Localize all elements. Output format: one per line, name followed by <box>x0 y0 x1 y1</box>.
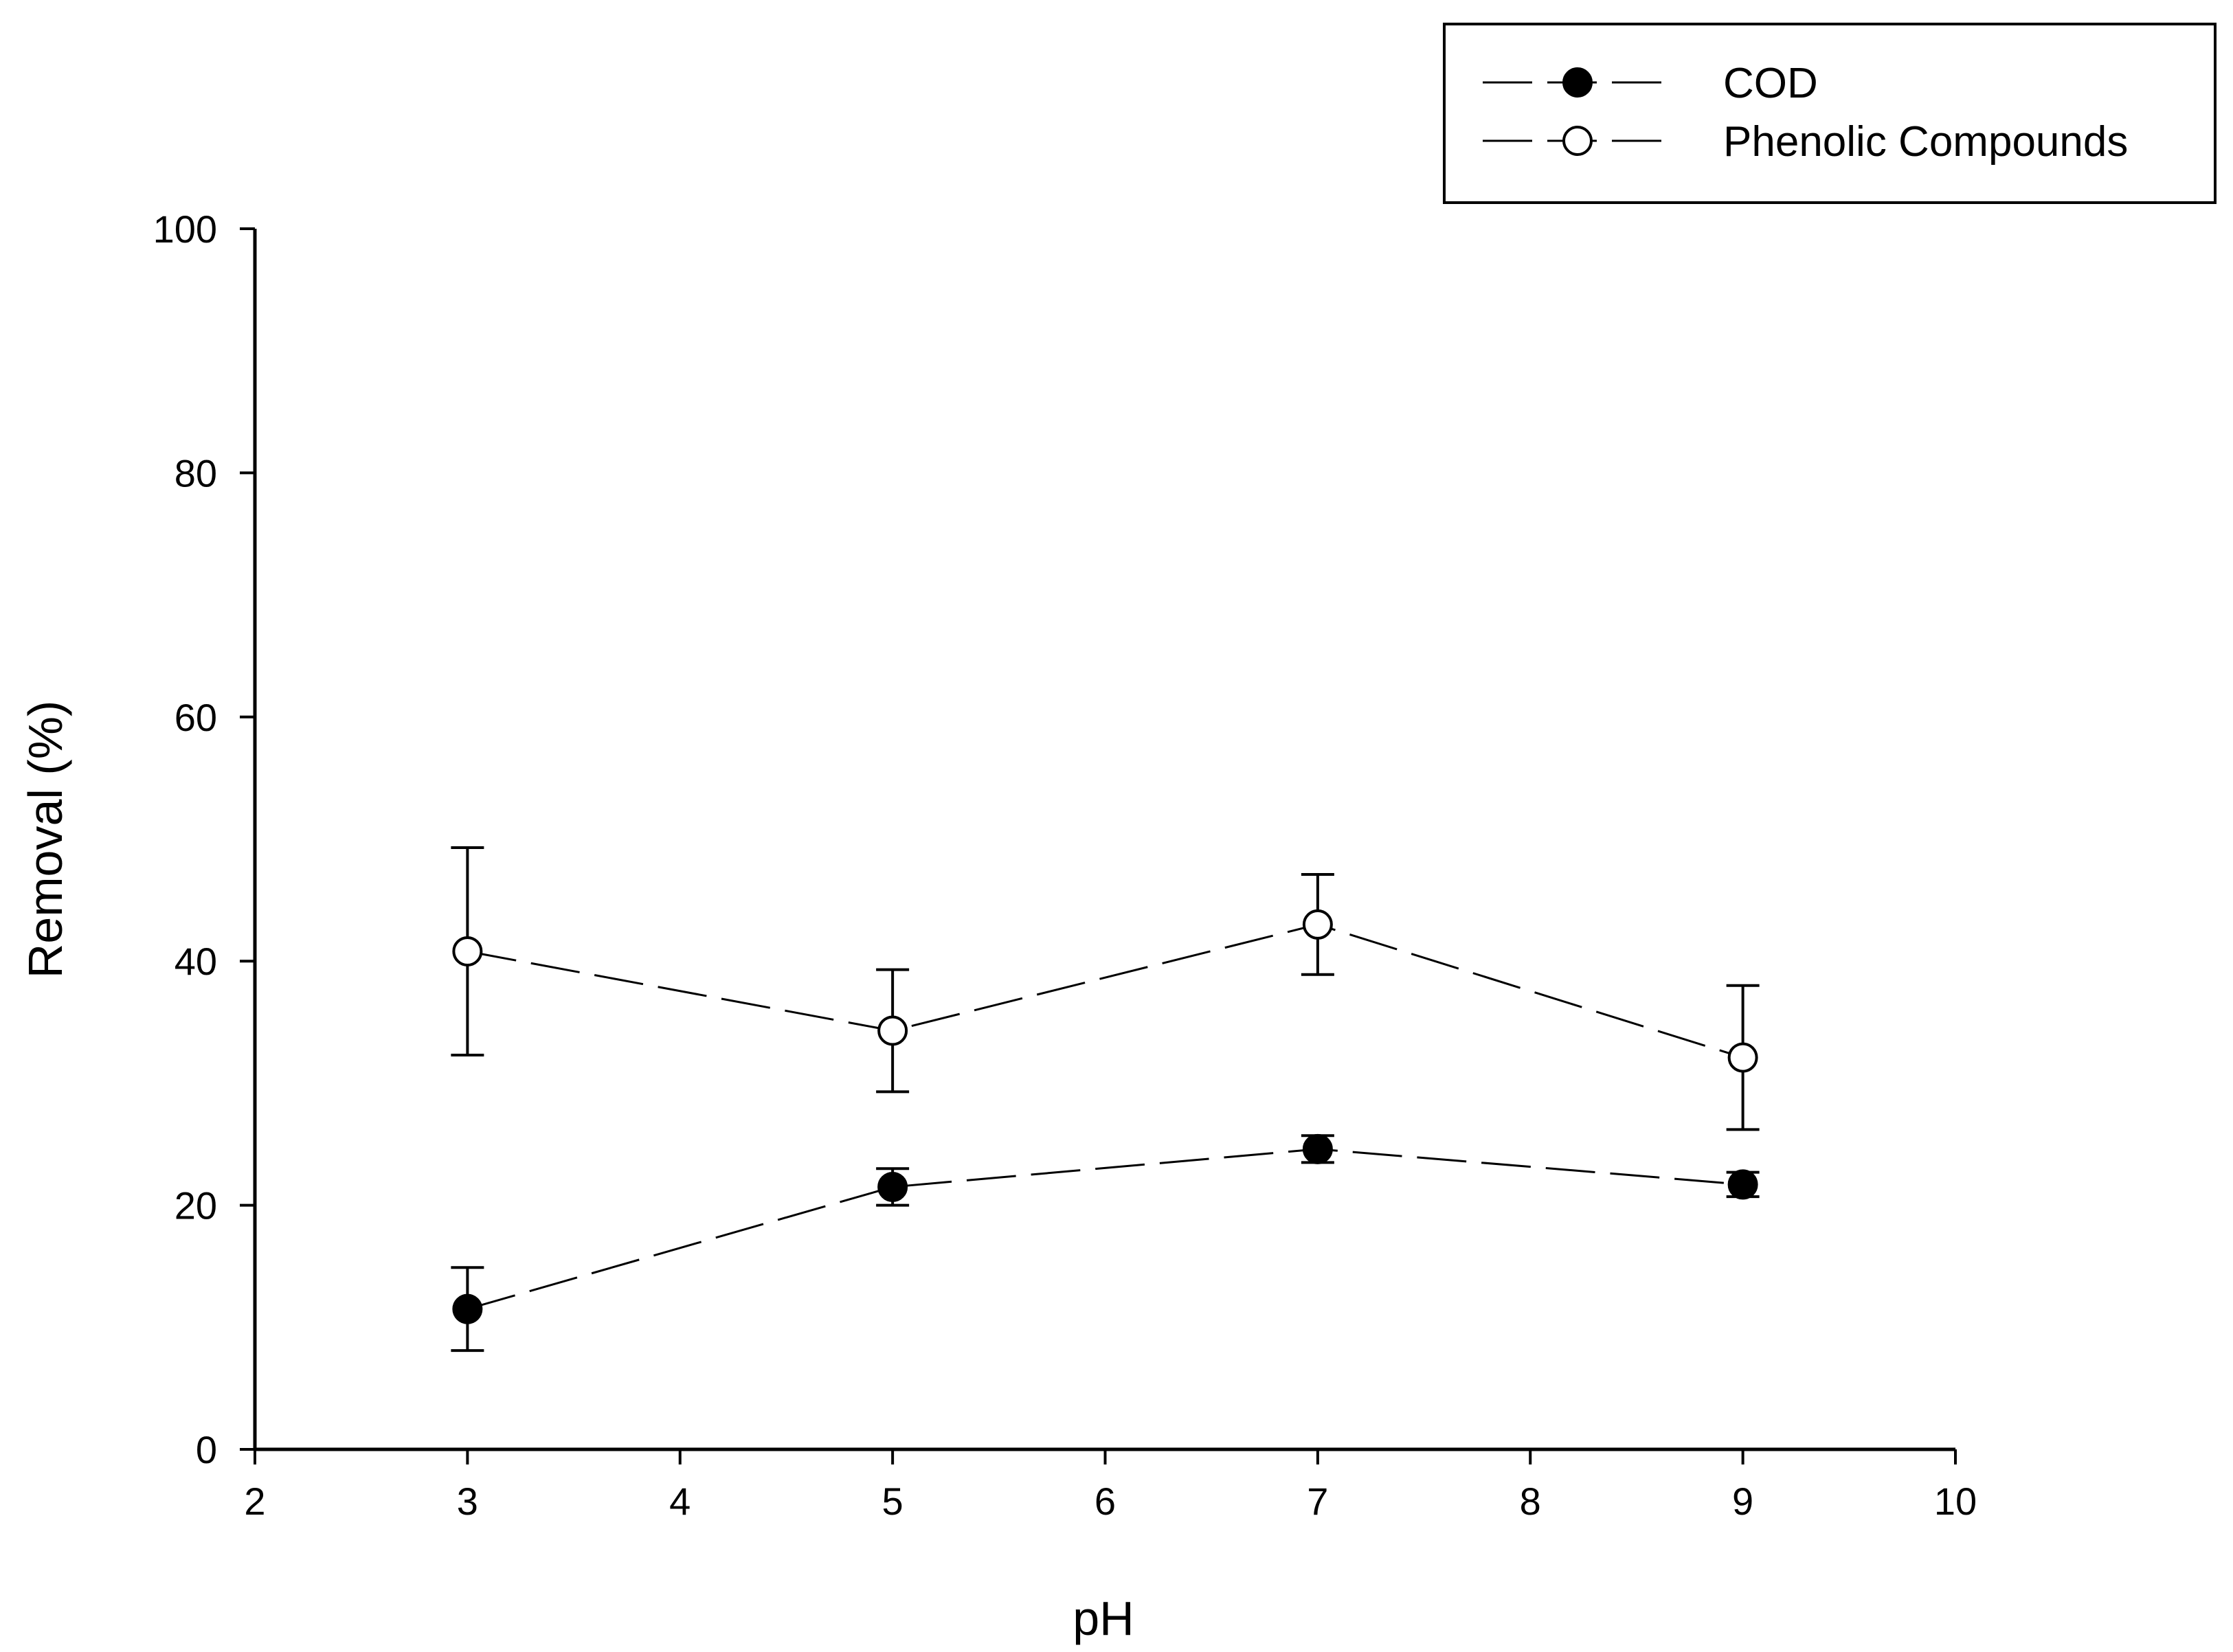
x-tick-label: 5 <box>882 1480 904 1523</box>
legend-label-phenolic-compounds: Phenolic Compounds <box>1723 118 2128 166</box>
series-lines <box>467 923 1744 1311</box>
data-point-cod <box>452 1293 483 1324</box>
legend-entry-phenolic-compounds: Phenolic Compounds <box>1483 118 2128 166</box>
y-tick-label: 100 <box>153 207 217 251</box>
y-tick-label: 80 <box>175 451 217 495</box>
x-tick-label: 10 <box>1934 1480 1977 1523</box>
y-tick-label: 20 <box>175 1184 217 1227</box>
x-tick-label: 2 <box>244 1480 265 1523</box>
data-point-cod <box>1727 1169 1758 1200</box>
x-tick-label: 8 <box>1520 1480 1541 1523</box>
x-tick-label: 4 <box>669 1480 691 1523</box>
data-point-phenolic-compounds <box>452 936 483 966</box>
data-point-phenolic-compounds <box>1302 909 1333 940</box>
x-tick-label: 7 <box>1307 1480 1328 1523</box>
legend-box <box>1443 23 2217 204</box>
series-line-cod <box>467 1148 1743 1311</box>
legend-entry-cod: COD <box>1483 60 1818 107</box>
data-point-phenolic-compounds <box>1727 1042 1758 1073</box>
x-axis-title: pH <box>1073 1592 1134 1645</box>
x-tick-label: 9 <box>1732 1480 1753 1523</box>
error-bars <box>451 846 1760 1353</box>
data-point-cod <box>1302 1133 1333 1164</box>
markers <box>452 909 1758 1324</box>
data-point-cod <box>877 1171 908 1202</box>
data-point-phenolic-compounds <box>877 1015 908 1046</box>
axes <box>253 229 1955 1451</box>
x-tick-label: 6 <box>1095 1480 1116 1523</box>
y-axis-title: Removal (%) <box>19 701 72 979</box>
series-line-phenolic-compounds <box>467 923 1744 1059</box>
y-tick-label: 60 <box>175 696 217 739</box>
legend-marker-cod <box>1562 67 1593 98</box>
y-tick-label: 0 <box>196 1428 217 1471</box>
x-tick-label: 3 <box>457 1480 478 1523</box>
legend-label-cod: COD <box>1723 60 1818 107</box>
legend-marker-phenolic-compounds <box>1562 126 1593 156</box>
legend: COD Phenolic Compounds <box>1443 23 2217 204</box>
y-tick-label: 40 <box>175 940 217 983</box>
